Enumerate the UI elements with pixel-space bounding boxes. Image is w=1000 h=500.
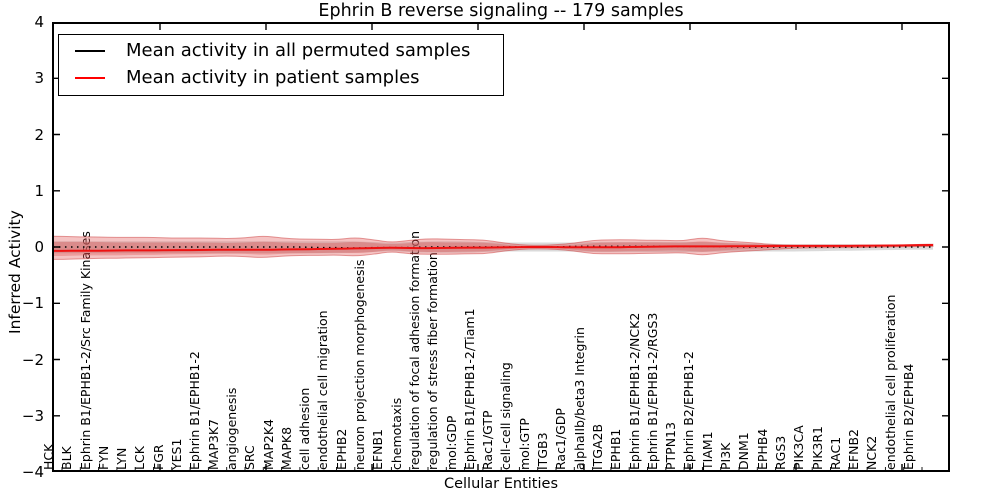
legend-box: Mean activity in all permuted samples Me… [58, 34, 504, 96]
y-tick-label: −4 [21, 463, 44, 481]
y-axis-label: Inferred Activity [6, 210, 24, 334]
y-tick-label: −3 [21, 406, 44, 425]
y-tick-label: 3 [34, 69, 44, 88]
legend-item-permuted: Mean activity in all permuted samples [59, 37, 503, 64]
legend-line-sample-black [75, 49, 105, 52]
major-tick-marks [53, 22, 949, 472]
legend-item-patient: Mean activity in patient samples [59, 64, 503, 91]
patient-band-core [53, 241, 933, 256]
legend-line-sample-red [75, 76, 105, 79]
y-tick-label: 4 [34, 13, 44, 31]
legend-label: Mean activity in all permuted samples [126, 40, 471, 61]
y-tick-label: −1 [21, 294, 44, 313]
category-tick-marks [61, 467, 923, 471]
y-tick-label: 1 [34, 181, 44, 200]
plot-area [52, 22, 950, 472]
chart-canvas [52, 22, 950, 472]
legend-label: Mean activity in patient samples [126, 67, 420, 88]
x-axis-label: Cellular Entities [443, 476, 559, 492]
patient-mean-line [52, 244, 933, 252]
y-tick-label: 0 [34, 238, 44, 256]
y-tick-label: −2 [21, 350, 44, 369]
y-tick-label: 2 [34, 125, 44, 144]
chart-title: Ephrin B reverse signaling -- 179 sample… [318, 1, 684, 21]
